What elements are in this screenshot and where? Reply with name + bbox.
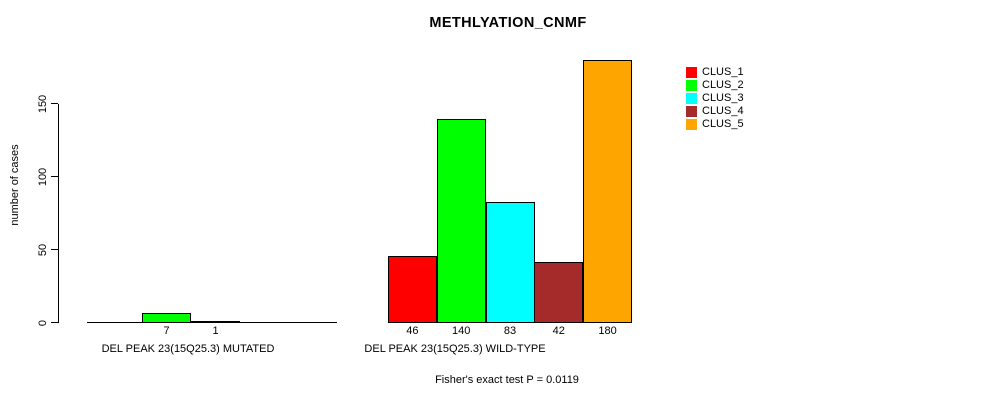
bar-value-label: 140 <box>452 325 471 337</box>
y-tick <box>51 103 58 104</box>
y-tick <box>51 176 58 177</box>
bar-clus_4-wildtype <box>534 262 584 323</box>
y-axis-line <box>58 104 59 323</box>
legend-item-clus_4: CLUS_4 <box>686 105 744 118</box>
x-axis-group-label: DEL PEAK 23(15Q25.3) WILD-TYPE <box>364 343 546 355</box>
legend-item-clus_2: CLUS_2 <box>686 79 744 92</box>
legend-item-clus_5: CLUS_5 <box>686 118 744 131</box>
y-tick <box>51 322 58 323</box>
legend-label: CLUS_4 <box>702 105 744 117</box>
bar-value-label: 7 <box>163 325 170 337</box>
y-tick <box>51 249 58 250</box>
bar-clus_3-mutated <box>191 321 240 323</box>
bar-value-label: 46 <box>406 325 419 337</box>
bar-clus_1-wildtype <box>388 256 437 323</box>
chart-title: METHLYATION_CNMF <box>429 15 587 31</box>
bar-clus_2-wildtype <box>436 119 486 323</box>
legend-label: CLUS_5 <box>702 118 744 130</box>
legend-item-clus_1: CLUS_1 <box>686 66 744 79</box>
legend-item-clus_3: CLUS_3 <box>686 92 744 105</box>
bar-value-label: 1 <box>212 325 219 337</box>
y-tick-label: 0 <box>37 319 49 326</box>
y-tick-label: 150 <box>37 94 49 113</box>
bar-value-label: 83 <box>503 325 517 337</box>
legend-swatch-icon <box>686 119 697 130</box>
fisher-test-annotation: Fisher's exact test P = 0.0119 <box>435 374 579 386</box>
bar-clus_2-mutated <box>142 313 191 323</box>
legend-label: CLUS_1 <box>702 66 744 78</box>
bar-clus_3-wildtype <box>485 202 535 323</box>
legend-swatch-icon <box>686 93 697 104</box>
legend-label: CLUS_3 <box>702 92 744 104</box>
legend: CLUS_1 CLUS_2 CLUS_3 CLUS_4 CLUS_5 <box>686 66 744 131</box>
y-tick-label: 100 <box>37 167 49 186</box>
bar-value-label: 180 <box>598 325 617 337</box>
legend-label: CLUS_2 <box>702 79 744 91</box>
bar-clus_5-wildtype <box>583 60 633 323</box>
legend-swatch-icon <box>686 80 697 91</box>
bar-value-label: 42 <box>552 325 565 337</box>
legend-swatch-icon <box>686 67 697 78</box>
x-axis-group-label: DEL PEAK 23(15Q25.3) MUTATED <box>101 343 275 355</box>
y-tick-label: 50 <box>37 243 49 256</box>
legend-swatch-icon <box>686 106 697 117</box>
